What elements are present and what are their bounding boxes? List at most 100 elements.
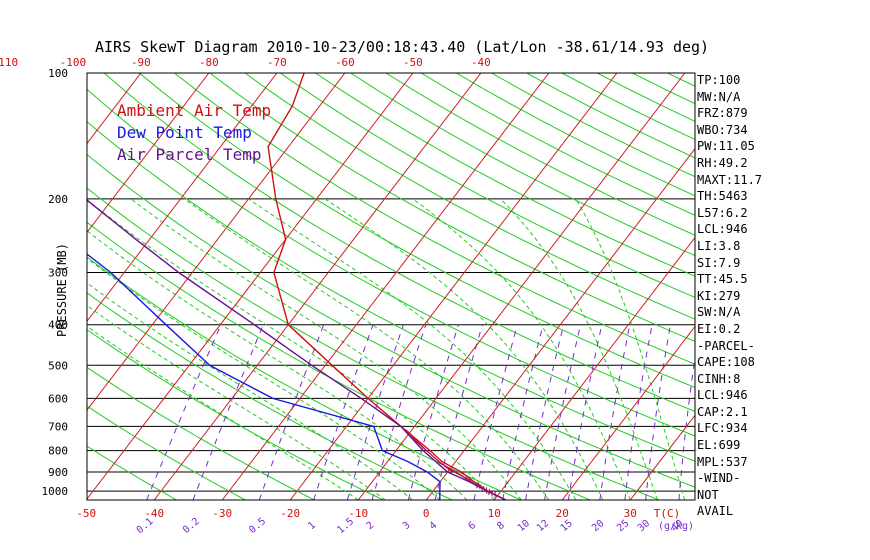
isotherm: [629, 414, 695, 500]
bottom-temp-tick: -20: [280, 507, 300, 520]
mixing-ratio-tick: 1: [306, 520, 318, 532]
stats-panel: TP:100 MW:N/A FRZ:879 WBO:734 PW:11.05 R…: [697, 72, 762, 520]
mixing-ratio-line: [192, 324, 264, 500]
moist-adiabat: [184, 198, 550, 500]
moist-adiabat: [575, 198, 686, 500]
stat-ei: EI:0.2: [697, 321, 741, 336]
bottom-temp-tick: -10: [348, 507, 368, 520]
mixing-ratio-tick: 0.5: [247, 516, 268, 536]
mixing-ratio-tick: 30: [636, 518, 652, 534]
mixing-ratio-line: [434, 324, 483, 500]
stat-th: TH:5463: [697, 189, 748, 204]
stat-wbo: WBO:734: [697, 122, 748, 137]
dry-adiabat: [773, 73, 870, 500]
isotherm: [766, 73, 870, 500]
stat-tt: TT:45.5: [697, 272, 748, 287]
moist-adiabat: [248, 198, 577, 500]
stat-l57: L57:6.2: [697, 205, 748, 220]
stat-cinh: CINH:8: [697, 371, 741, 386]
stat-mpl: MPL:537: [697, 454, 748, 469]
ambient-air-temp-line: [267, 73, 507, 500]
mixing-ratio-tick: 15: [559, 518, 575, 534]
dry-adiabat: [350, 73, 695, 257]
bottom-temp-tick: -40: [144, 507, 164, 520]
isotherm: [87, 73, 346, 411]
legend-air-parcel-temp: Air Parcel Temp: [117, 145, 262, 164]
dry-adiabat: [456, 73, 695, 197]
legend-dew-point-temp: Dew Point Temp: [117, 123, 252, 142]
bottom-temp-tick: -50: [76, 507, 96, 520]
stat-parcel-lcl: LCL:946: [697, 388, 748, 403]
pressure-tick-600: 600: [48, 392, 68, 405]
dry-adiabat: [244, 73, 695, 320]
top-temp-tick: -90: [131, 56, 151, 69]
top-temp-tick: -50: [403, 56, 423, 69]
dry-adiabat: [491, 73, 695, 178]
moist-adiabat: [412, 198, 631, 500]
pressure-tick-100: 100: [48, 67, 68, 80]
isotherm: [87, 73, 414, 500]
isotherm: [87, 73, 278, 323]
legend-ambient-air-temp: Ambient Air Temp: [117, 101, 272, 120]
air-parcel-temp-line: [87, 199, 507, 500]
bottom-temp-unit: T(C): [654, 507, 681, 520]
stat-wind-header: -WIND-: [697, 471, 741, 486]
isotherm: [153, 73, 482, 500]
mixing-ratio-line: [146, 324, 222, 500]
isotherm: [357, 73, 686, 500]
mixing-ratio-unit: (g/kg): [658, 521, 694, 532]
mixing-ratio-line: [407, 324, 459, 500]
isotherm: [87, 73, 210, 234]
stat-maxt: MAXT:11.7: [697, 172, 763, 187]
mixing-ratio-line: [678, 353, 695, 500]
mixing-ratio-line: [645, 324, 671, 500]
chart-title: AIRS SkewT Diagram 2010-10-23/00:18:43.4…: [95, 38, 710, 56]
pressure-tick-500: 500: [48, 359, 68, 372]
dry-adiabat: [87, 256, 522, 500]
dry-adiabat: [87, 221, 591, 500]
dry-adiabat: [87, 405, 246, 500]
top-temp-tick: -70: [267, 56, 287, 69]
mixing-ratio-tick: 2: [365, 520, 377, 532]
pressure-tick-900: 900: [48, 466, 68, 479]
isotherm: [221, 73, 550, 500]
mixing-ratio-tick: 0.2: [181, 516, 202, 536]
dry-adiabat: [315, 73, 695, 277]
stat-tp: TP:100: [697, 73, 741, 87]
isotherm: [561, 325, 695, 500]
dry-adiabat: [279, 73, 695, 298]
moist-adiabat: [87, 199, 495, 500]
stat-frz: FRZ:879: [697, 106, 748, 121]
moist-adiabat: [87, 325, 359, 500]
dry-adiabat: [138, 73, 695, 389]
top-temp-tick: -110: [0, 56, 18, 69]
mixing-ratio-tick: 3: [401, 520, 413, 532]
pressure-tick-700: 700: [48, 420, 68, 433]
moist-adiabat: [130, 198, 522, 500]
mixing-ratio-tick: 6: [467, 520, 479, 532]
bottom-temp-tick: -30: [212, 507, 232, 520]
mixing-ratio-line: [502, 324, 544, 500]
dry-adiabat: [87, 187, 660, 500]
top-temp-tick: -80: [199, 56, 219, 69]
stat-wind-not: NOT: [697, 487, 719, 502]
dry-adiabat: [87, 120, 695, 462]
mixing-ratio-tick: 8: [495, 520, 507, 532]
mixing-ratio-line: [624, 324, 653, 500]
mixing-ratio-line: [567, 324, 603, 500]
dry-adiabat: [209, 73, 695, 343]
bottom-temp-tick: 20: [556, 507, 569, 520]
stat-parcel-header: -PARCEL-: [697, 338, 755, 353]
stat-wind-avail: AVAIL: [697, 504, 734, 519]
top-temp-tick: -100: [60, 56, 87, 69]
isotherm: [493, 236, 695, 500]
isotherm: [289, 73, 618, 500]
moist-adiabat: [87, 230, 468, 500]
mixing-ratio-tick: 25: [615, 518, 631, 534]
dry-adiabat: [87, 328, 384, 500]
stat-lcl: LCL:946: [697, 222, 748, 237]
moist-adiabat: [500, 198, 658, 500]
dry-adiabat: [174, 73, 695, 365]
mixing-ratio-line: [473, 324, 518, 500]
isotherm: [425, 147, 695, 500]
